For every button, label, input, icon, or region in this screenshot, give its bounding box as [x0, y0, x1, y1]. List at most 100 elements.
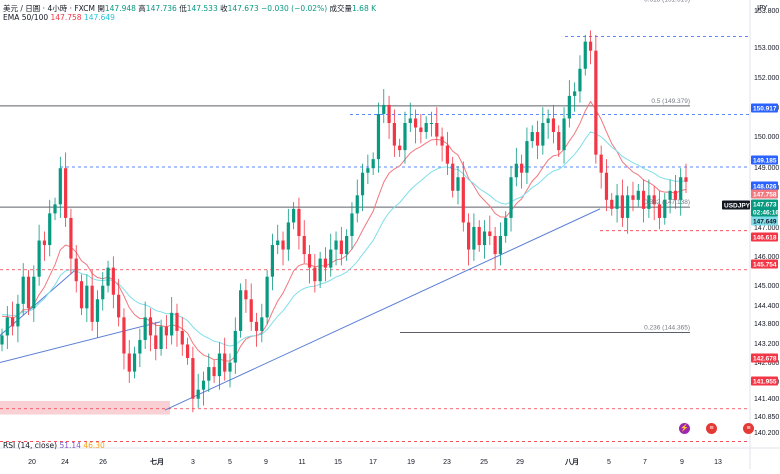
flash-icon[interactable]: ⚡	[679, 423, 690, 434]
candle	[37, 240, 41, 277]
candle	[53, 204, 57, 214]
x-tick-label: 七月	[150, 457, 164, 466]
price-tag-bg	[751, 103, 778, 113]
candle	[127, 353, 131, 372]
candle	[244, 290, 248, 300]
candle	[504, 217, 508, 236]
price-tag: 150.917	[751, 103, 778, 113]
x-tick-label: 13	[714, 459, 722, 466]
candle	[557, 132, 561, 151]
candle	[228, 362, 232, 372]
y-tick-label: 153.800	[754, 8, 779, 15]
candle	[111, 267, 115, 295]
symbol-title[interactable]: 美元 / 日圓 · 4小時 · FXCM	[3, 4, 95, 13]
x-tick-label: 3	[191, 459, 195, 466]
y-tick-label: 143.200	[754, 341, 779, 348]
price-tag-label: 02:46:16	[753, 210, 779, 217]
price-tag-bg	[722, 200, 750, 210]
candle	[673, 190, 677, 200]
candle	[387, 104, 391, 123]
candle	[366, 168, 370, 173]
candle	[620, 195, 624, 218]
candle	[456, 177, 460, 191]
candle	[175, 312, 179, 331]
candle	[360, 172, 365, 196]
candle	[668, 190, 672, 200]
price-tag-label: 148.026	[753, 184, 777, 191]
currency-label[interactable]: JPY	[757, 4, 768, 12]
close-label: 收	[220, 4, 228, 13]
rsi-legend[interactable]: RSI (14, close) 51.14 46.30	[3, 441, 105, 450]
candle	[588, 41, 593, 51]
y-tick-label: 153.000	[754, 45, 779, 52]
x-tick-label: 17	[369, 459, 377, 466]
us-flag-icon[interactable]: ≡	[706, 423, 717, 434]
candle	[520, 163, 524, 173]
price-tag-bg	[751, 216, 778, 226]
candle	[334, 240, 338, 250]
ema-legend[interactable]: EMA 50/100 147.758 147.649	[3, 13, 115, 22]
x-tick-label: 7	[643, 459, 647, 466]
candle	[32, 276, 36, 309]
rsi-value: 51.14	[59, 441, 81, 450]
price-tag: USDJPY	[722, 200, 751, 210]
open-label: 開	[97, 4, 105, 13]
candle	[132, 353, 137, 372]
price-tag-label: 145.754	[753, 262, 777, 269]
candle	[461, 177, 465, 223]
price-tag-bg	[751, 259, 778, 269]
price-tag: 145.754	[751, 259, 778, 269]
x-tick-label: 20	[28, 459, 36, 466]
candle	[371, 159, 375, 169]
candle	[403, 123, 407, 151]
volume-label: 成交量	[329, 4, 353, 13]
candle	[615, 195, 619, 209]
price-tag-bg	[751, 232, 778, 242]
price-tag-bg	[751, 376, 778, 386]
candle	[48, 213, 52, 246]
candle	[535, 132, 540, 146]
candle	[376, 113, 381, 160]
candle	[435, 123, 439, 137]
candle	[254, 321, 259, 331]
candle	[260, 317, 264, 331]
candle	[551, 118, 556, 133]
candle	[286, 222, 290, 250]
low-label: 低	[179, 4, 187, 13]
x-tick-label: 9	[680, 459, 684, 466]
price-tag: 142.678	[751, 353, 778, 363]
price-tag-bg	[751, 353, 778, 363]
y-tick-label: 142.600	[754, 360, 779, 367]
candle	[329, 249, 333, 268]
candle	[578, 68, 582, 92]
x-tick-label: 八月	[564, 458, 579, 466]
candle	[541, 123, 545, 146]
candle	[546, 118, 550, 123]
y-tick-label: 144.400	[754, 303, 779, 310]
close-value: 147.673	[227, 4, 259, 13]
price-tag-bg	[751, 189, 778, 199]
candle	[191, 358, 195, 399]
candle	[467, 222, 471, 250]
candle	[21, 276, 25, 304]
candle	[79, 281, 84, 309]
y-tick-label: 140.200	[754, 430, 779, 437]
candle	[249, 299, 253, 322]
volume-value: 1.68 K	[352, 4, 377, 13]
us-flag-icon[interactable]: ≡	[743, 423, 754, 434]
x-tick-label: 19	[407, 459, 415, 466]
candle	[429, 123, 434, 124]
x-tick-label: 23	[443, 459, 451, 466]
candle	[445, 145, 449, 164]
candle	[440, 136, 444, 146]
candle	[355, 195, 359, 214]
price-tag: 147.758	[751, 189, 778, 199]
rsi-ma-value: 46.30	[83, 441, 105, 450]
candle	[201, 380, 206, 390]
x-tick-label: 11	[298, 459, 305, 466]
price-tag-label: USDJPY	[724, 203, 751, 210]
price-tag-label: 147.649	[753, 219, 777, 226]
candle	[652, 195, 656, 205]
